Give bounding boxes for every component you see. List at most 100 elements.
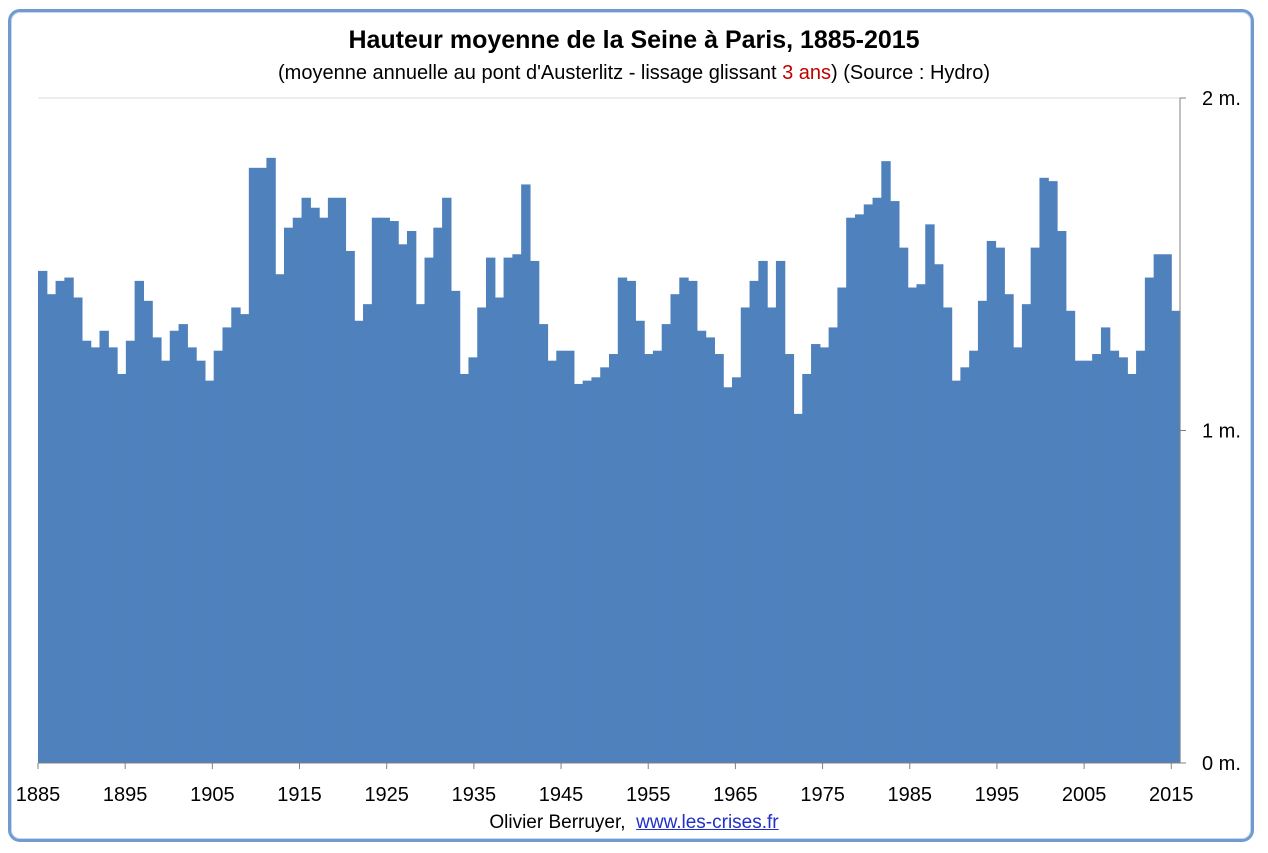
bar-1892 xyxy=(99,330,109,763)
bar-1911 xyxy=(266,157,276,764)
bar-2006 xyxy=(1100,327,1111,763)
bar-1964 xyxy=(731,377,742,763)
x-tick-label: 1955 xyxy=(626,784,671,806)
bar-1956 xyxy=(661,324,672,763)
bar-1904 xyxy=(204,380,215,763)
bar-1966 xyxy=(749,280,759,764)
y-tick-label: 1 m. xyxy=(1202,421,1241,443)
y-axis-ticks: 0 m. 1 m. 2 m. xyxy=(1180,88,1241,775)
chart-frame xyxy=(8,9,1254,842)
bar-1950 xyxy=(609,354,619,763)
bar-1948 xyxy=(591,377,601,763)
bar-1942 xyxy=(538,324,549,763)
x-tick-label: 1915 xyxy=(277,784,322,806)
chart-subtitle: (moyenne annuelle au pont d'Austerlitz -… xyxy=(0,62,1268,85)
bar-1920 xyxy=(345,250,355,763)
bar-1962 xyxy=(714,354,724,763)
bar-1915 xyxy=(301,197,311,763)
bar-1936 xyxy=(486,257,496,763)
bar-1958 xyxy=(679,277,689,763)
bar-1982 xyxy=(890,201,900,763)
bar-2004 xyxy=(1083,360,1093,763)
x-axis-ticks: 1885 1895 1905 1915 1925 1935 1945 1955 1965 1975… xyxy=(16,763,1194,806)
bar-1965 xyxy=(740,307,751,763)
credit-link[interactable]: www.les-crises.fr xyxy=(636,812,779,833)
bar-1896 xyxy=(134,280,145,764)
bar-1927 xyxy=(406,231,417,763)
bar-1908 xyxy=(240,314,250,763)
chart-title: Hauteur moyenne de la Seine à Paris, 188… xyxy=(348,26,920,54)
bar-1980 xyxy=(872,197,882,763)
bar-1926 xyxy=(398,244,408,764)
bar-1893 xyxy=(108,347,118,764)
x-tick-label: 1985 xyxy=(888,784,933,806)
bar-1954 xyxy=(644,354,654,763)
bar-1981 xyxy=(881,161,891,764)
x-tick-label: 1885 xyxy=(16,784,61,806)
subtitle-source: ) (Source : Hydro) xyxy=(831,62,990,84)
bar-1951 xyxy=(617,277,628,763)
bar-1968 xyxy=(767,307,777,763)
bar-1888 xyxy=(64,277,74,763)
bar-1994 xyxy=(995,247,1005,764)
bar-1900 xyxy=(169,330,180,763)
bar-1897 xyxy=(143,300,153,763)
bar-1944 xyxy=(556,350,566,763)
bar-1928 xyxy=(415,304,426,763)
bar-1985 xyxy=(916,284,926,763)
bar-1977 xyxy=(846,217,856,763)
bar-1957 xyxy=(670,294,680,763)
x-tick-label: 2015 xyxy=(1149,784,1194,806)
bar-1935 xyxy=(477,307,487,763)
bar-1890 xyxy=(81,340,92,763)
subtitle-text: (moyenne annuelle au pont d'Austerlitz -… xyxy=(278,62,783,84)
bar-1923 xyxy=(371,217,382,763)
x-tick-label: 1995 xyxy=(975,784,1020,806)
bar-1972 xyxy=(802,373,812,763)
bar-1995 xyxy=(1004,294,1014,763)
bar-1963 xyxy=(723,387,733,763)
x-tick-label: 1905 xyxy=(190,784,235,806)
bar-1906 xyxy=(222,327,232,763)
bar-2005 xyxy=(1092,354,1102,763)
x-tick-label: 1895 xyxy=(103,784,148,806)
bar-1946 xyxy=(573,383,584,763)
bar-1924 xyxy=(380,217,390,763)
bar-1955 xyxy=(652,350,663,763)
bar-1919 xyxy=(336,197,347,763)
bar-1953 xyxy=(635,320,645,763)
bar-1885 xyxy=(38,270,48,763)
bar-1992 xyxy=(977,300,988,763)
bar-1989 xyxy=(951,380,961,763)
bar-1916 xyxy=(310,207,320,764)
bar-1886 xyxy=(46,294,57,763)
bar-1913 xyxy=(283,227,294,764)
bar-1932 xyxy=(450,290,461,763)
bar-1943 xyxy=(547,360,557,763)
bar-1918 xyxy=(327,197,338,763)
bar-1947 xyxy=(582,380,593,763)
x-tick-label: 1945 xyxy=(539,784,584,806)
bar-2014 xyxy=(1171,310,1181,763)
bar-1967 xyxy=(758,260,768,763)
bar-1914 xyxy=(292,217,303,763)
bar-1997 xyxy=(1021,304,1032,763)
bar-1978 xyxy=(854,214,865,764)
bar-1912 xyxy=(275,274,285,763)
bar-1991 xyxy=(969,350,979,763)
bar-2009 xyxy=(1127,373,1137,763)
bar-1939 xyxy=(512,254,522,763)
bar-2007 xyxy=(1109,350,1120,763)
bar-1960 xyxy=(696,330,707,763)
x-tick-label: 1935 xyxy=(452,784,497,806)
subtitle-highlight: 3 ans xyxy=(782,62,832,84)
bar-1998 xyxy=(1030,247,1041,764)
bar-1983 xyxy=(898,247,909,764)
bar-1988 xyxy=(942,307,953,763)
bar-1949 xyxy=(600,367,610,763)
bar-1973 xyxy=(811,344,821,763)
x-tick-label: 1975 xyxy=(800,784,845,806)
bar-1931 xyxy=(442,197,452,763)
bar-1961 xyxy=(705,337,716,763)
